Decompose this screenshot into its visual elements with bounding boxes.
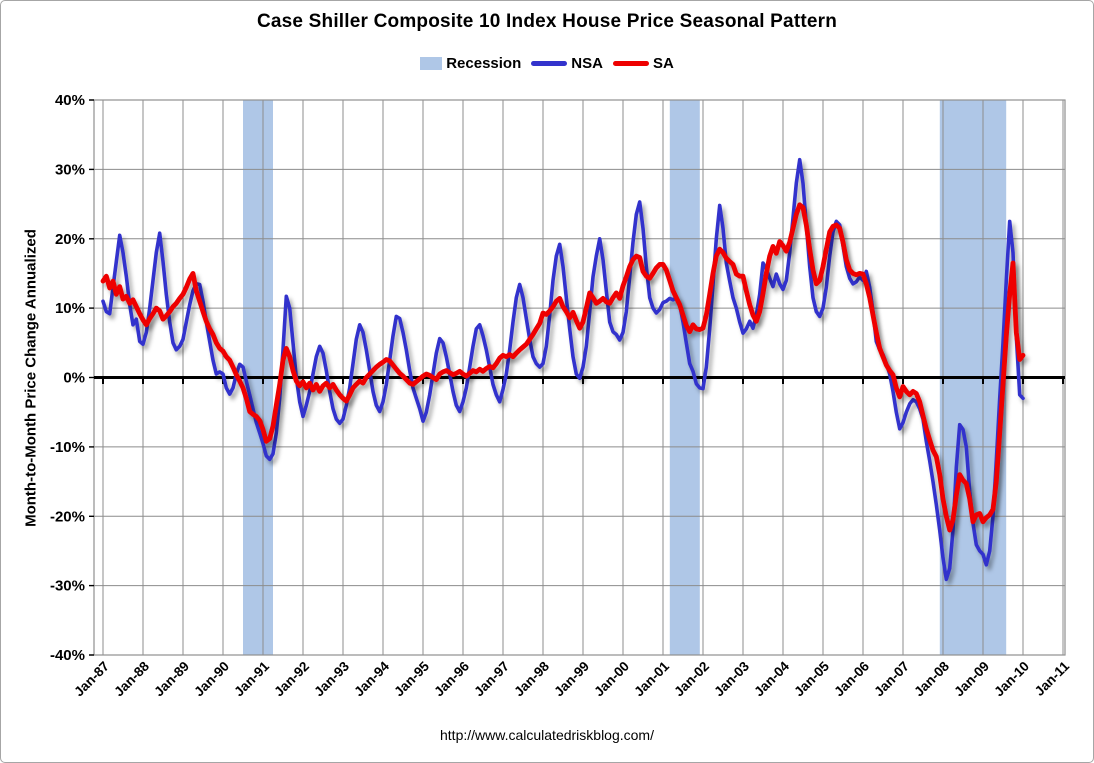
svg-text:Jan-89: Jan-89 xyxy=(151,659,192,700)
svg-text:Jan-99: Jan-99 xyxy=(551,659,592,700)
nsa-line-swatch-icon xyxy=(531,61,568,66)
recession-swatch-icon xyxy=(420,57,443,70)
legend-item-recession: Recession xyxy=(420,55,521,72)
legend-label-recession: Recession xyxy=(446,55,522,72)
svg-text:Jan-00: Jan-00 xyxy=(591,659,632,700)
svg-text:-20%: -20% xyxy=(50,508,85,525)
svg-text:Jan-08: Jan-08 xyxy=(911,658,952,699)
svg-text:Jan-06: Jan-06 xyxy=(831,658,872,699)
svg-text:Jan-95: Jan-95 xyxy=(391,658,432,699)
source-url: http://www.calculatedriskblog.com/ xyxy=(440,727,654,743)
x-axis-tick-labels: Jan-87 Jan-88 Jan-89 Jan-90 Jan-91 Jan-92 Jan-… xyxy=(71,658,1072,699)
svg-text:Jan-88: Jan-88 xyxy=(111,658,152,699)
series-nsa xyxy=(101,157,1025,582)
chart-title: Case Shiller Composite 10 Index House Pr… xyxy=(256,11,838,32)
legend-label-nsa: NSA xyxy=(571,55,603,72)
svg-text:Jan-98: Jan-98 xyxy=(511,658,552,699)
svg-text:Jan-87: Jan-87 xyxy=(71,659,112,700)
svg-text:-40%: -40% xyxy=(50,647,85,664)
svg-text:Jan-10: Jan-10 xyxy=(991,659,1032,700)
legend-item-nsa: NSA xyxy=(531,55,603,72)
svg-text:Jan-93: Jan-93 xyxy=(311,658,352,699)
svg-text:0%: 0% xyxy=(63,370,85,387)
svg-text:-10%: -10% xyxy=(50,439,85,456)
svg-text:Jan-05: Jan-05 xyxy=(791,658,832,699)
svg-text:Jan-94: Jan-94 xyxy=(351,658,392,699)
series-sa xyxy=(100,202,1026,533)
legend-label-sa: SA xyxy=(652,55,674,72)
svg-text:Jan-01: Jan-01 xyxy=(631,658,672,699)
svg-text:Jan-02: Jan-02 xyxy=(671,659,712,700)
svg-text:Jan-97: Jan-97 xyxy=(471,659,512,700)
svg-text:Jan-96: Jan-96 xyxy=(431,658,472,699)
svg-text:Jan-91: Jan-91 xyxy=(231,658,272,699)
svg-text:Jan-03: Jan-03 xyxy=(711,658,752,699)
svg-text:Jan-92: Jan-92 xyxy=(271,659,312,700)
svg-text:Jan-11: Jan-11 xyxy=(1032,658,1073,699)
svg-text:Jan-04: Jan-04 xyxy=(751,658,792,699)
svg-text:10%: 10% xyxy=(55,300,85,317)
y-axis-tick-labels: 40% 30% 20% 10% 0% -10% -20% -30% -40% xyxy=(50,92,85,664)
svg-text:Jan-07: Jan-07 xyxy=(871,659,912,700)
svg-text:Jan-90: Jan-90 xyxy=(191,659,232,700)
svg-text:40%: 40% xyxy=(55,92,85,109)
legend-item-sa: SA xyxy=(612,55,674,72)
svg-text:Jan-09: Jan-09 xyxy=(951,659,992,700)
svg-text:30%: 30% xyxy=(55,161,85,178)
svg-text:20%: 20% xyxy=(55,231,85,248)
sa-line-swatch-icon xyxy=(612,61,649,66)
legend: Recession NSA SA xyxy=(1,55,1093,72)
svg-text:-30%: -30% xyxy=(50,578,85,595)
